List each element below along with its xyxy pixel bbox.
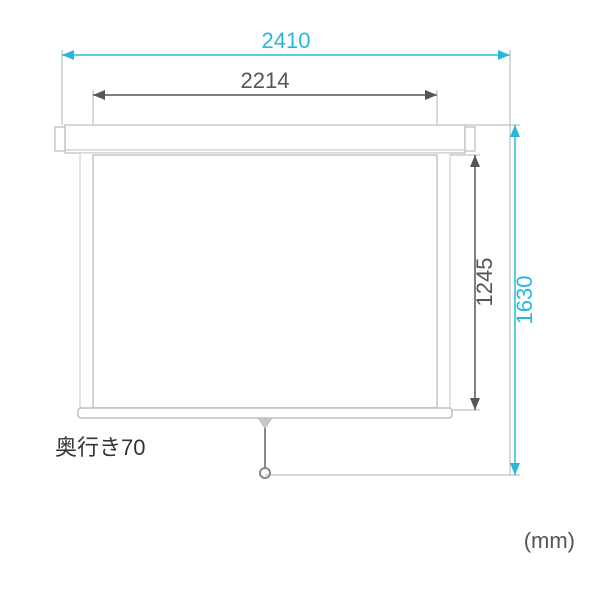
inner-width-value: 2214 xyxy=(241,68,290,93)
dim-inner-width: 2214 xyxy=(93,68,437,100)
product-drawing xyxy=(55,125,475,478)
dimension-diagram: 2410 2214 1245 1630 奥行き70 (mm) xyxy=(0,0,600,600)
outer-height-value: 1630 xyxy=(512,276,537,325)
dim-inner-height: 1245 xyxy=(470,155,497,410)
outer-width-value: 2410 xyxy=(262,28,311,53)
inner-height-value: 1245 xyxy=(472,258,497,307)
depth-label: 奥行き70 xyxy=(55,435,145,460)
dim-outer-width: 2410 xyxy=(62,28,510,60)
unit-label: (mm) xyxy=(524,528,575,553)
dim-outer-height: 1630 xyxy=(510,125,537,475)
